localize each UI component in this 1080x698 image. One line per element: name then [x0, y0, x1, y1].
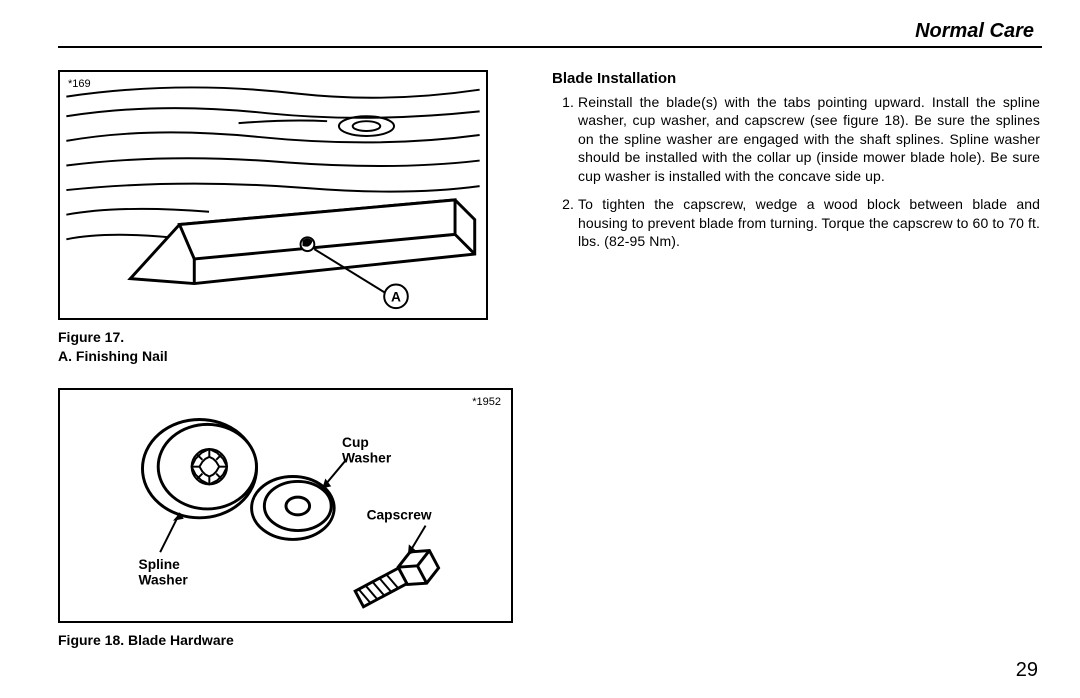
figure-18-box: *1952 [58, 388, 513, 623]
figure-18-caption: Figure 18. Blade Hardware [58, 631, 530, 650]
label-spline-1: Spline [139, 557, 181, 572]
page-number: 29 [1016, 659, 1038, 682]
label-spline-2: Washer [139, 572, 189, 587]
step-1: Reinstall the blade(s) with the tabs poi… [578, 93, 1040, 185]
right-column: Blade Installation Reinstall the blade(s… [552, 70, 1040, 261]
figure-17-box: *169 [58, 70, 488, 320]
label-cup-1: Cup [342, 435, 369, 450]
header-rule [58, 46, 1042, 48]
left-column: *169 [58, 70, 530, 650]
page-section-title: Normal Care [915, 20, 1034, 43]
section-title-blade-installation: Blade Installation [552, 70, 1040, 87]
manual-page: Normal Care *169 [0, 0, 1080, 698]
figure-17-refnum: *169 [68, 78, 91, 90]
step-2: To tighten the capscrew, wedge a wood bl… [578, 195, 1040, 250]
callout-a-label: A [391, 289, 401, 304]
figure-18-illustration: Spline Washer Cup Washer [60, 390, 511, 621]
figure-17-caption-line1: Figure 17. [58, 328, 530, 347]
figure-17-illustration: A [60, 72, 486, 318]
label-cup-2: Washer [342, 451, 392, 466]
label-capscrew: Capscrew [367, 508, 432, 523]
blade-installation-steps: Reinstall the blade(s) with the tabs poi… [552, 93, 1040, 251]
figure-17-caption: Figure 17. A. Finishing Nail [58, 328, 530, 366]
figure-18-refnum: *1952 [472, 396, 501, 408]
figure-17-caption-line2: A. Finishing Nail [58, 347, 530, 366]
